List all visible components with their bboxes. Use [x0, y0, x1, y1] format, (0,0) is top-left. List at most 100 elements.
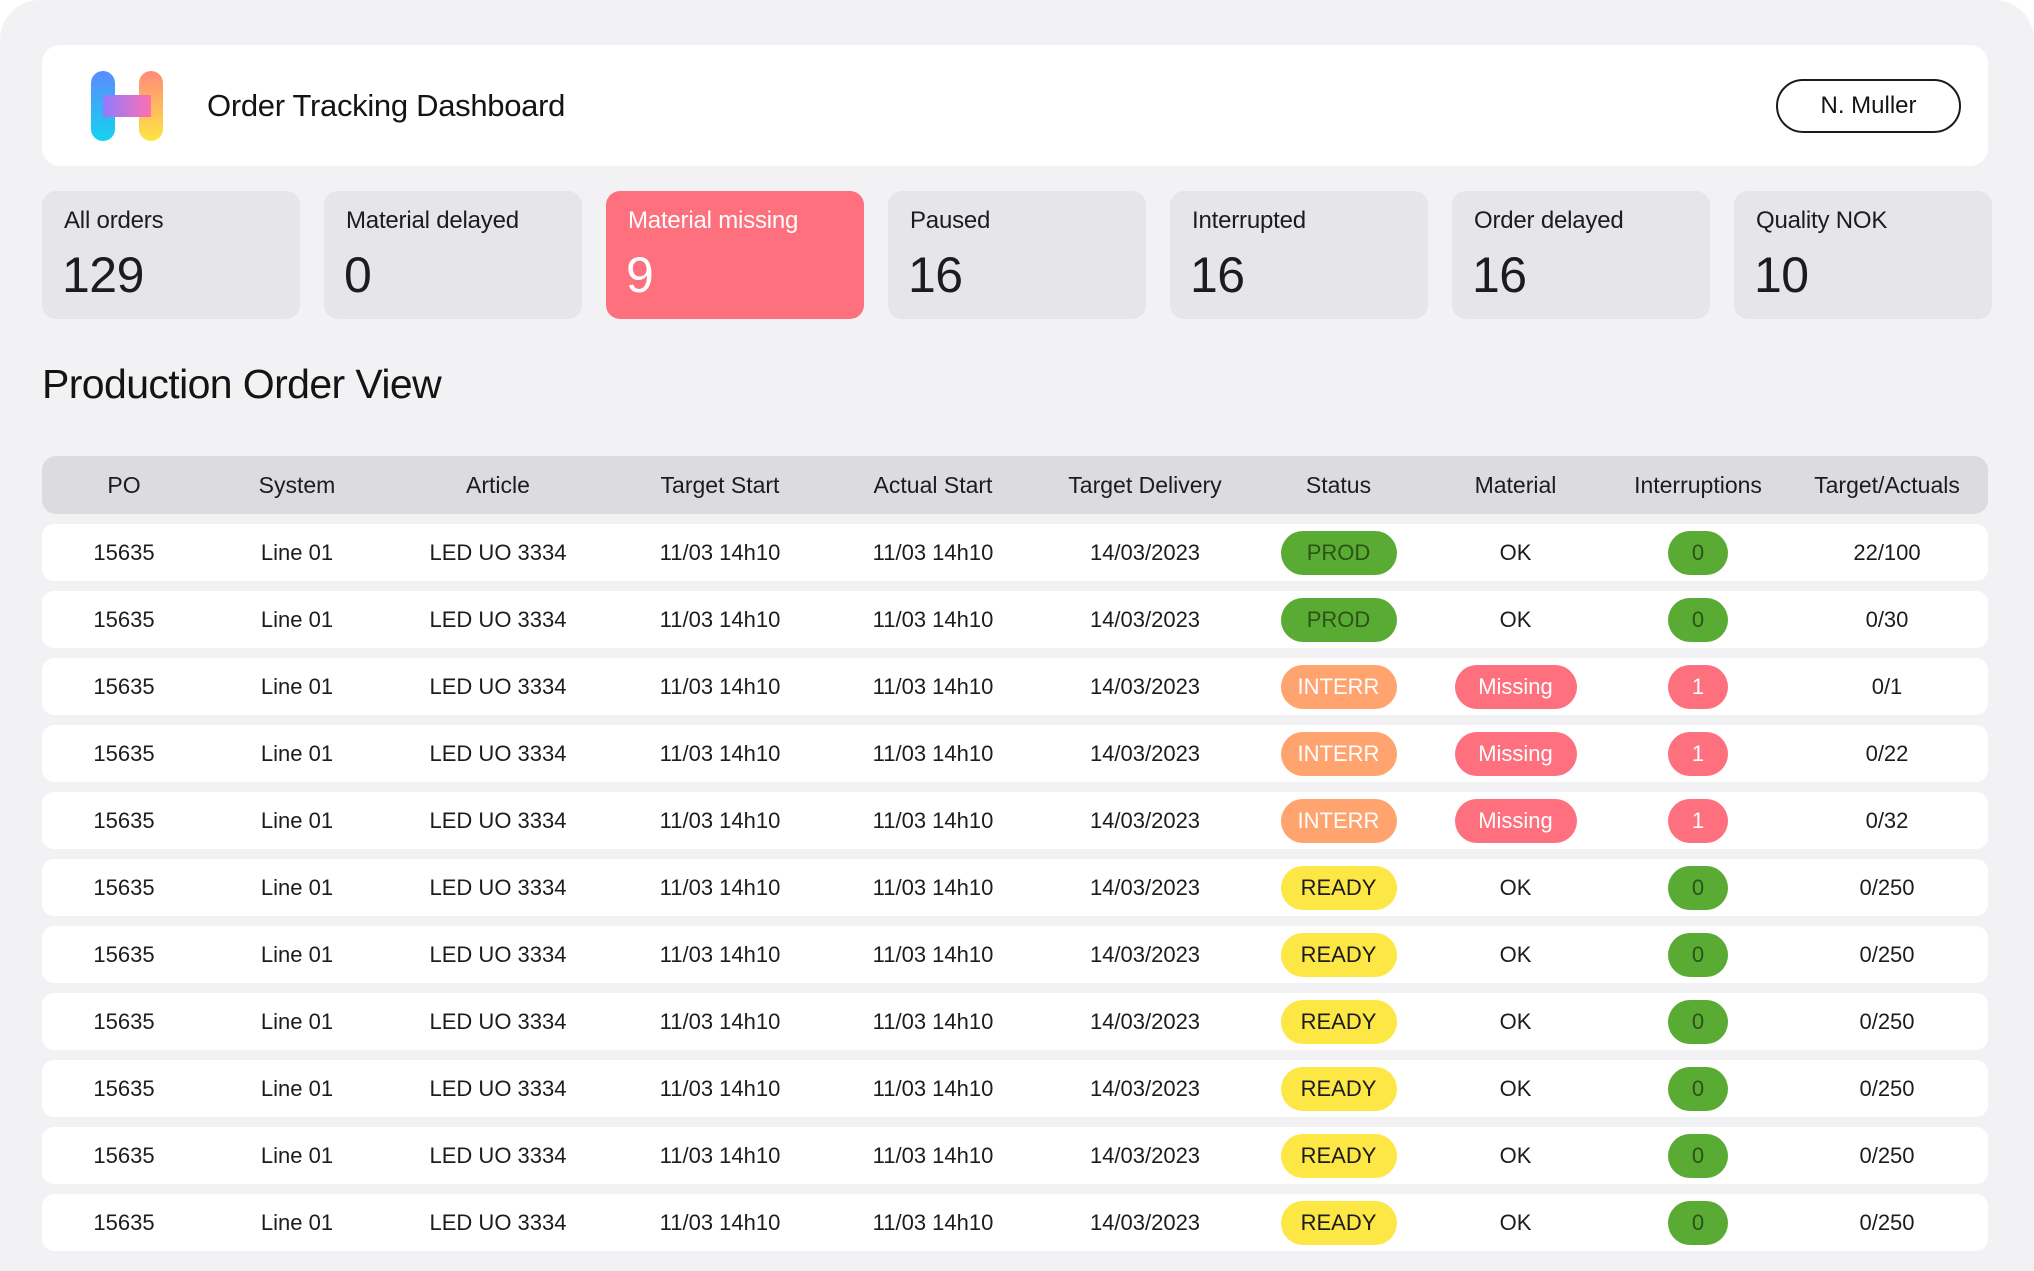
actual-start-cell: 11/03 14h10	[872, 740, 994, 766]
system-cell: Line 01	[260, 539, 334, 565]
target-start-cell: 11/03 14h10	[659, 941, 781, 967]
po-cell: 15635	[93, 874, 155, 900]
system-cell: Line 01	[260, 606, 334, 632]
material-cell: OK	[1499, 1142, 1532, 1168]
kpi-card[interactable]: Material delayed 0	[324, 191, 582, 319]
target-actuals-cell: 0/32	[1865, 807, 1909, 833]
target-start-cell: 11/03 14h10	[659, 1142, 781, 1168]
actual-start-cell: 11/03 14h10	[872, 1075, 994, 1101]
po-cell: 15635	[93, 606, 155, 632]
table-row[interactable]: 15635 Line 01 LED UO 3334 11/03 14h10 11/03 …	[42, 792, 1988, 849]
po-cell: 15635	[93, 1008, 155, 1034]
column-header[interactable]: Target/Actuals	[1814, 471, 1960, 498]
column-header[interactable]: Status	[1305, 471, 1372, 498]
article-cell: LED UO 3334	[429, 1075, 567, 1101]
system-cell: Line 01	[260, 807, 334, 833]
system-cell: Line 01	[260, 874, 334, 900]
table-row[interactable]: 15635 Line 01 LED UO 3334 11/03 14h10 11/03 …	[42, 993, 1988, 1050]
status-badge: PROD	[1280, 530, 1397, 575]
interruptions-cell: 1	[1610, 725, 1786, 782]
material-cell: OK	[1499, 539, 1532, 565]
status-cell: READY	[1256, 993, 1421, 1050]
actual-start-cell: 11/03 14h10	[872, 807, 994, 833]
target-delivery-cell: 14/03/2023	[1089, 740, 1201, 766]
article-cell: LED UO 3334	[429, 539, 567, 565]
table-row[interactable]: 15635 Line 01 LED UO 3334 11/03 14h10 11/03 …	[42, 926, 1988, 983]
target-actuals-cell: 22/100	[1853, 539, 1921, 565]
status-cell: INTERR	[1256, 792, 1421, 849]
kpi-label: All orders	[64, 207, 164, 234]
status-badge: READY	[1280, 932, 1397, 977]
status-badge: READY	[1280, 1200, 1397, 1245]
table-row[interactable]: 15635 Line 01 LED UO 3334 11/03 14h10 11/03 …	[42, 859, 1988, 916]
material-cell: OK	[1499, 1209, 1532, 1235]
kpi-label: Paused	[910, 207, 991, 234]
target-start-cell: 11/03 14h10	[659, 874, 781, 900]
po-cell: 15635	[93, 1142, 155, 1168]
status-badge: READY	[1280, 1133, 1397, 1178]
kpi-value: 9	[626, 247, 654, 303]
target-delivery-cell: 14/03/2023	[1089, 673, 1201, 699]
app-title: Order Tracking Dashboard	[207, 87, 566, 123]
kpi-value: 16	[1472, 247, 1527, 303]
table-row[interactable]: 15635 Line 01 LED UO 3334 11/03 14h10 11/03 …	[42, 1194, 1988, 1251]
column-header[interactable]: System	[258, 471, 336, 498]
article-cell: LED UO 3334	[429, 740, 567, 766]
status-cell: INTERR	[1256, 725, 1421, 782]
status-badge: READY	[1280, 865, 1397, 910]
top-header: Order Tracking Dashboard N. Muller	[42, 45, 1988, 166]
interruptions-badge: 1	[1668, 798, 1728, 843]
target-actuals-cell: 0/250	[1859, 1209, 1915, 1235]
target-delivery-cell: 14/03/2023	[1089, 1075, 1201, 1101]
actual-start-cell: 11/03 14h10	[872, 1008, 994, 1034]
app-logo-icon	[91, 71, 163, 141]
target-delivery-cell: 14/03/2023	[1089, 874, 1201, 900]
status-badge: INTERR	[1280, 664, 1397, 709]
column-header[interactable]: PO	[107, 471, 141, 498]
user-account-button[interactable]: N. Muller	[1776, 79, 1961, 133]
target-delivery-cell: 14/03/2023	[1089, 1142, 1201, 1168]
target-delivery-cell: 14/03/2023	[1089, 606, 1201, 632]
kpi-value: 16	[908, 247, 963, 303]
kpi-card[interactable]: Material missing 9	[606, 191, 864, 319]
interruptions-cell: 0	[1610, 1194, 1786, 1251]
kpi-card[interactable]: Interrupted 16	[1170, 191, 1428, 319]
article-cell: LED UO 3334	[429, 673, 567, 699]
table-row[interactable]: 15635 Line 01 LED UO 3334 11/03 14h10 11/03 …	[42, 524, 1988, 581]
article-cell: LED UO 3334	[429, 1209, 567, 1235]
interruptions-badge: 0	[1668, 530, 1728, 575]
system-cell: Line 01	[260, 941, 334, 967]
kpi-card[interactable]: Quality NOK 10	[1734, 191, 1992, 319]
column-header[interactable]: Target Delivery	[1068, 471, 1222, 498]
interruptions-cell: 0	[1610, 524, 1786, 581]
column-header[interactable]: Target Start	[660, 471, 780, 498]
po-cell: 15635	[93, 740, 155, 766]
kpi-card[interactable]: Order delayed 16	[1452, 191, 1710, 319]
table-body: 15635 Line 01 LED UO 3334 11/03 14h10 11/03 …	[42, 524, 1988, 1251]
production-order-table: PO System Article Target Start Actual Start T…	[42, 456, 1988, 1251]
table-row[interactable]: 15635 Line 01 LED UO 3334 11/03 14h10 11/03 …	[42, 725, 1988, 782]
article-cell: LED UO 3334	[429, 1142, 567, 1168]
column-header[interactable]: Actual Start	[873, 471, 993, 498]
column-header[interactable]: Material	[1474, 471, 1557, 498]
table-row[interactable]: 15635 Line 01 LED UO 3334 11/03 14h10 11/03 …	[42, 1127, 1988, 1184]
target-actuals-cell: 0/1	[1871, 673, 1903, 699]
target-start-cell: 11/03 14h10	[659, 807, 781, 833]
table-row[interactable]: 15635 Line 01 LED UO 3334 11/03 14h10 11/03 …	[42, 1060, 1988, 1117]
column-header[interactable]: Interruptions	[1634, 471, 1762, 498]
interruptions-cell: 0	[1610, 993, 1786, 1050]
target-actuals-cell: 0/22	[1865, 740, 1909, 766]
target-start-cell: 11/03 14h10	[659, 539, 781, 565]
po-cell: 15635	[93, 941, 155, 967]
column-header[interactable]: Article	[466, 471, 530, 498]
table-row[interactable]: 15635 Line 01 LED UO 3334 11/03 14h10 11/03 …	[42, 591, 1988, 648]
system-cell: Line 01	[260, 740, 334, 766]
kpi-card[interactable]: All orders 129	[42, 191, 300, 319]
kpi-label: Material missing	[628, 207, 799, 234]
interruptions-badge: 0	[1668, 932, 1728, 977]
target-actuals-cell: 0/250	[1859, 1008, 1915, 1034]
table-row[interactable]: 15635 Line 01 LED UO 3334 11/03 14h10 11/03 …	[42, 658, 1988, 715]
interruptions-badge: 0	[1668, 999, 1728, 1044]
kpi-card[interactable]: Paused 16	[888, 191, 1146, 319]
